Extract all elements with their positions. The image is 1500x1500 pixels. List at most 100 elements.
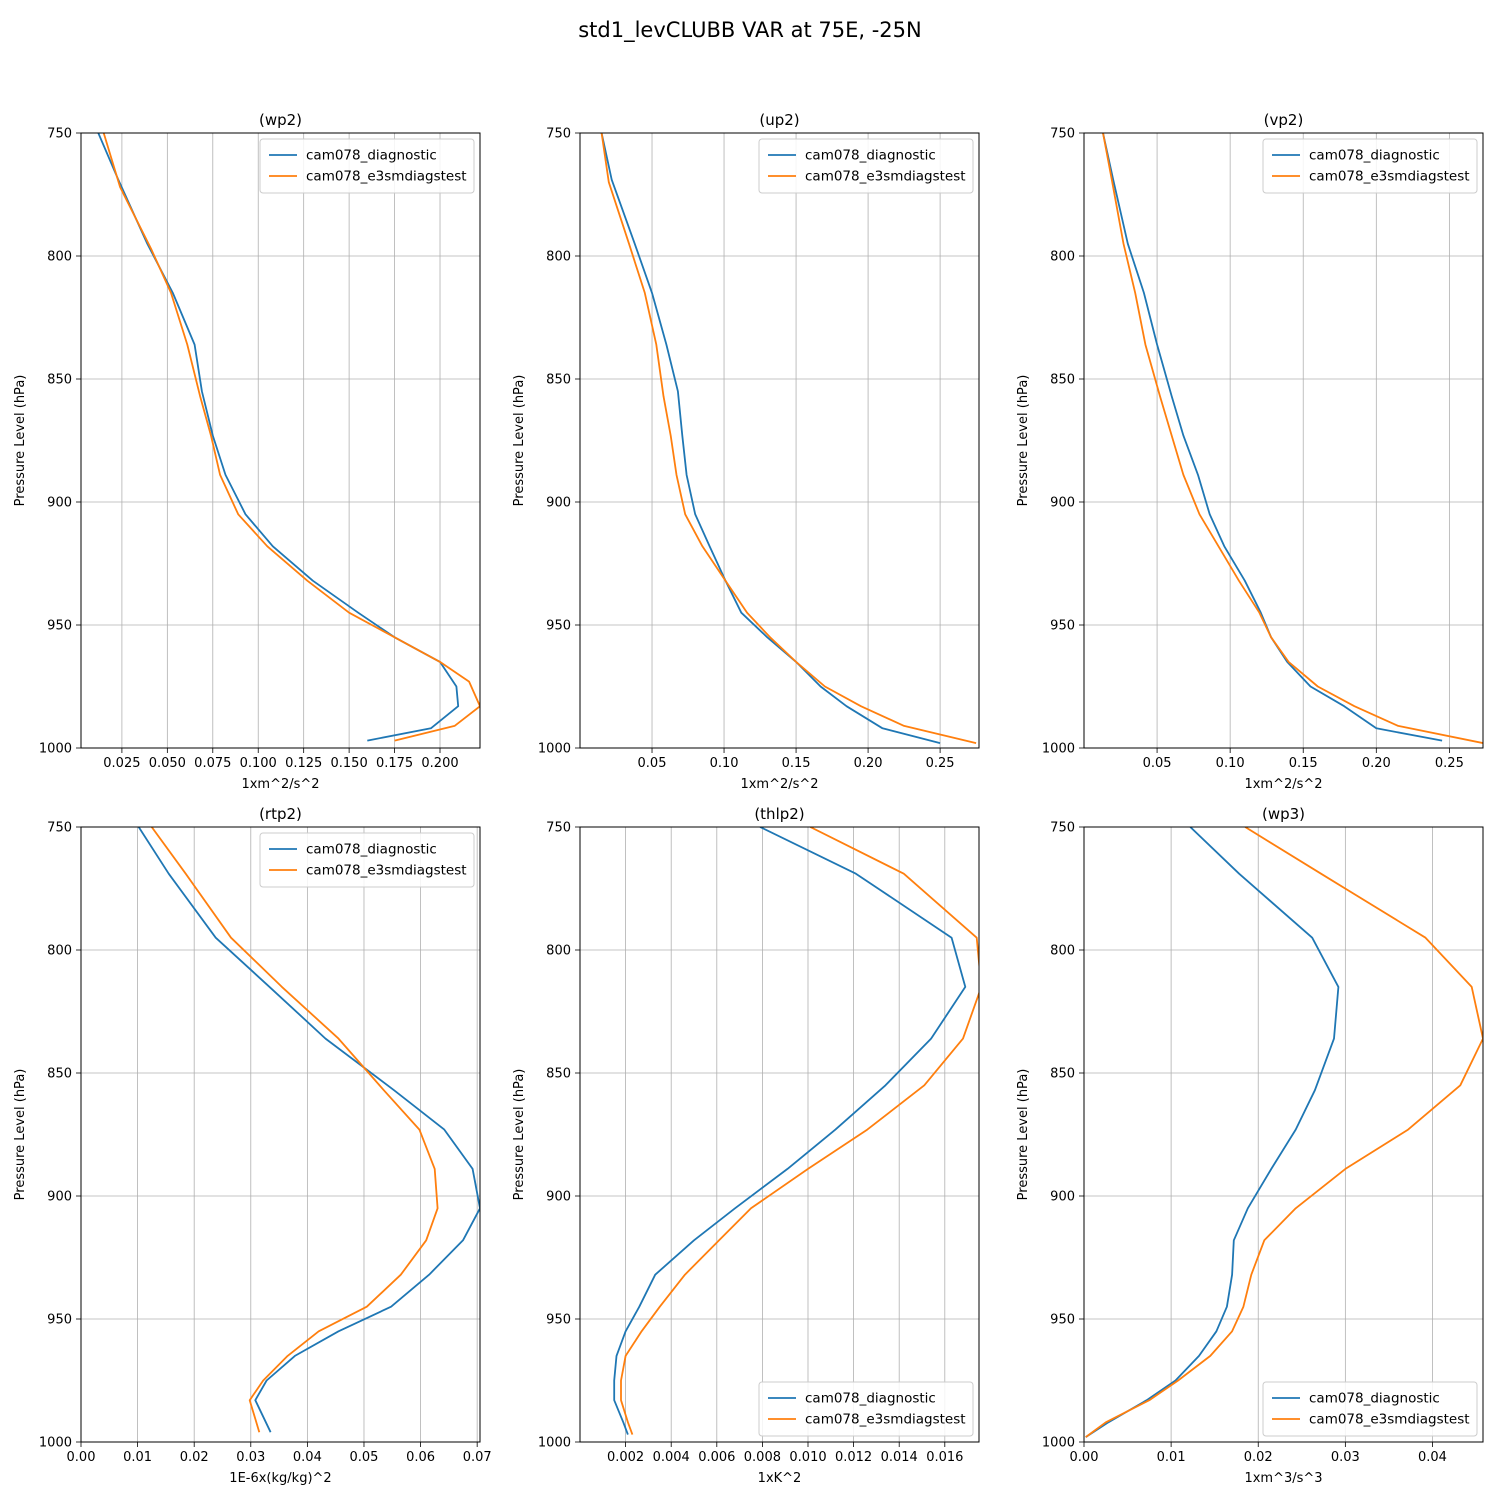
y-tick-label: 850 [1050,1067,1075,1082]
legend-box [758,1381,974,1437]
legend-label: cam078_diagnostic [805,1391,936,1407]
panel-rtp2: 0.00 0.01 0.02 0.03 0.04 0.05 0.06 0.07 750 800 85… [13,805,492,1486]
panel-wp2: 0.025 0.050 0.075 0.100 0.125 0.150 0.175 0.200… [13,111,481,792]
x-tick-label: 0.012 [835,1450,872,1465]
x-tick-label: 0.15 [1289,756,1318,771]
panel-title: (wp2) [259,111,302,129]
series-line-cam078_diagnostic [1102,133,1443,742]
y-tick-label: 800 [1050,250,1075,265]
y-tick-label: 750 [546,821,571,836]
legend-box [758,138,974,194]
x-tick-label: 0.01 [1157,1450,1186,1465]
legend: cam078_diagnostic cam078_e3smdiagstest [1262,1381,1478,1437]
axes-frame [1083,132,1484,749]
y-tick-label: 750 [1050,821,1075,836]
x-tick-label: 0.03 [1331,1450,1360,1465]
y-tick-label: 1000 [39,742,72,757]
x-tick-label: 0.125 [285,756,322,771]
series-line-cam078_diagnostic [137,827,480,1433]
series-line-cam078_e3smdiagstest [1102,133,1483,744]
x-tick-label: 0.100 [240,756,277,771]
x-tick-label: 0.02 [1244,1450,1273,1465]
y-tick-label: 950 [47,619,72,634]
axes-frame [579,826,980,1443]
series-line-cam078_e3smdiagstest [600,133,977,744]
x-tick-label: 0.004 [653,1450,690,1465]
x-tick-label: 0.016 [926,1450,963,1465]
legend-label: cam078_e3smdiagstest [1309,1412,1470,1428]
y-tick-label: 900 [1050,496,1075,511]
legend-label: cam078_e3smdiagstest [306,863,467,879]
panel-up2: 0.05 0.10 0.15 0.20 0.25 750 800 850 900 950 1000 (… [512,111,980,792]
y-tick-label: 800 [546,944,571,959]
x-tick-label: 0.25 [926,756,955,771]
legend: cam078_diagnostic cam078_e3smdiagstest [259,138,475,194]
legend-label: cam078_diagnostic [1309,1391,1440,1407]
y-tick-label: 950 [546,619,571,634]
x-tick-label: 0.05 [1143,756,1172,771]
series-line-cam078_e3smdiagstest [620,827,979,1435]
x-axis-label: 1xm^2/s^2 [740,777,818,792]
figure-title: std1_levCLUBB VAR at 75E, -25N [578,18,922,43]
x-tick-label: 0.025 [103,756,140,771]
x-tick-label: 0.01 [123,1450,152,1465]
x-tick-label: 0.02 [180,1450,209,1465]
axes-frame [80,132,481,749]
x-axis-label: 1E-6x(kg/kg)^2 [229,1471,331,1486]
legend: cam078_diagnostic cam078_e3smdiagstest [1262,138,1478,194]
y-tick-label: 750 [47,821,72,836]
x-axis-label: 1xm^2/s^2 [1244,777,1322,792]
y-axis-label: Pressure Level (hPa) [512,375,527,507]
legend-label: cam078_diagnostic [306,148,437,164]
series-line-cam078_diagnostic [613,827,967,1435]
y-tick-label: 950 [47,1313,72,1328]
y-tick-label: 850 [1050,373,1075,388]
panel-wp3: 0.00 0.01 0.02 0.03 0.04 750 800 850 900 950 1000 (… [1016,805,1484,1486]
y-tick-label: 850 [546,373,571,388]
axes-frame [80,826,481,1443]
y-tick-label: 900 [47,496,72,511]
panel-vp2: 0.05 0.10 0.15 0.20 0.25 750 800 850 900 950 1000 (… [1016,111,1484,792]
y-tick-label: 800 [546,250,571,265]
y-tick-label: 1000 [1042,1436,1075,1451]
y-tick-label: 850 [47,1067,72,1082]
x-tick-label: 0.04 [293,1450,322,1465]
legend-label: cam078_diagnostic [306,842,437,858]
x-tick-label: 0.15 [782,756,811,771]
x-tick-label: 0.008 [744,1450,781,1465]
y-tick-label: 900 [546,1190,571,1205]
x-tick-label: 0.20 [1362,756,1391,771]
x-axis-label: 1xm^3/s^3 [1244,1471,1322,1486]
x-axis-label: 1xm^2/s^2 [241,777,319,792]
x-tick-label: 0.06 [406,1450,435,1465]
y-tick-label: 800 [47,250,72,265]
y-axis-label: Pressure Level (hPa) [1016,1069,1031,1201]
x-tick-label: 0.05 [638,756,667,771]
panel-title: (vp2) [1264,111,1304,129]
x-tick-label: 0.006 [698,1450,735,1465]
x-tick-label: 0.014 [881,1450,918,1465]
series-line-cam078_diagnostic [1085,827,1340,1438]
x-tick-label: 0.00 [1070,1450,1099,1465]
series-line-cam078_diagnostic [600,133,941,744]
panel-title: (up2) [759,111,799,129]
x-tick-label: 0.010 [789,1450,826,1465]
axes-frame [579,132,980,749]
x-tick-label: 0.05 [350,1450,379,1465]
panel-title: (rtp2) [259,805,302,823]
x-tick-label: 0.050 [149,756,186,771]
x-axis-label: 1xK^2 [758,1471,802,1486]
y-axis-label: Pressure Level (hPa) [13,1069,28,1201]
y-tick-label: 950 [546,1313,571,1328]
y-tick-label: 1000 [538,1436,571,1451]
legend-label: cam078_e3smdiagstest [306,169,467,185]
x-tick-label: 0.03 [236,1450,265,1465]
legend-box [259,138,475,194]
legend: cam078_diagnostic cam078_e3smdiagstest [758,1381,974,1437]
y-axis-label: Pressure Level (hPa) [512,1069,527,1201]
y-tick-label: 800 [47,944,72,959]
axes-frame [1083,826,1484,1443]
y-tick-label: 900 [1050,1190,1075,1205]
legend-label: cam078_e3smdiagstest [805,169,966,185]
